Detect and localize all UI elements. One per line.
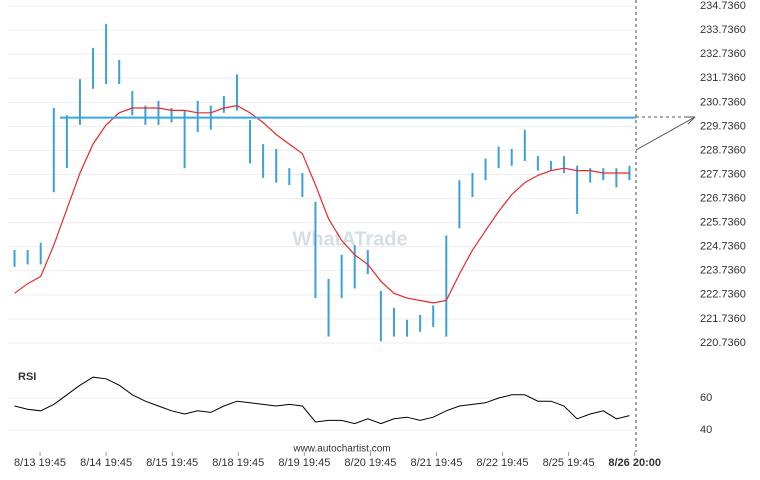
y-tick-label: 220.7360 xyxy=(700,337,746,349)
y-tick-label: 226.7360 xyxy=(700,193,746,205)
y-tick-label: 227.7360 xyxy=(700,168,746,180)
y-tick-label: 230.7360 xyxy=(700,96,746,108)
y-tick-label: 223.7360 xyxy=(700,265,746,277)
x-tick-label: 8/13 19:45 xyxy=(14,457,66,469)
moving-average xyxy=(14,104,630,304)
y-tick-label: 234.7360 xyxy=(700,0,746,12)
y-tick-label: 224.7360 xyxy=(700,241,746,253)
y-tick-label: 229.7360 xyxy=(700,120,746,132)
y-tick-label: 231.7360 xyxy=(700,72,746,84)
footer: www.autochartist.com xyxy=(292,444,390,455)
x-tick-label: 8/15 19:45 xyxy=(146,457,198,469)
y-tick-label: 60 xyxy=(700,392,712,404)
forecast-arrow xyxy=(635,116,696,151)
y-tick-label: 232.7360 xyxy=(700,48,746,60)
x-tick-label: 8/18 19:45 xyxy=(212,457,264,469)
panel-title: RSI xyxy=(18,371,36,383)
x-tick-label: 8/14 19:45 xyxy=(80,457,132,469)
x-tick-label: 8/22 19:45 xyxy=(477,457,529,469)
x-tick-label: 8/20 19:45 xyxy=(344,457,396,469)
watermark: WhatATrade xyxy=(292,228,407,250)
y-tick-label: 40 xyxy=(700,424,712,436)
y-tick-label: 228.7360 xyxy=(700,144,746,156)
y-tick-label: 233.7360 xyxy=(700,24,746,36)
x-tick-label: 8/26 20:00 xyxy=(608,457,661,469)
x-tick-label: 8/25 19:45 xyxy=(543,457,595,469)
y-tick-label: 222.7360 xyxy=(700,289,746,301)
arrow-head xyxy=(686,116,696,125)
x-tick-label: 8/19 19:45 xyxy=(278,457,330,469)
x-tick-label: 8/21 19:45 xyxy=(410,457,462,469)
y-tick-label: 225.7360 xyxy=(700,217,746,229)
rsi-line xyxy=(14,376,630,425)
y-tick-label: 221.7360 xyxy=(700,313,746,325)
